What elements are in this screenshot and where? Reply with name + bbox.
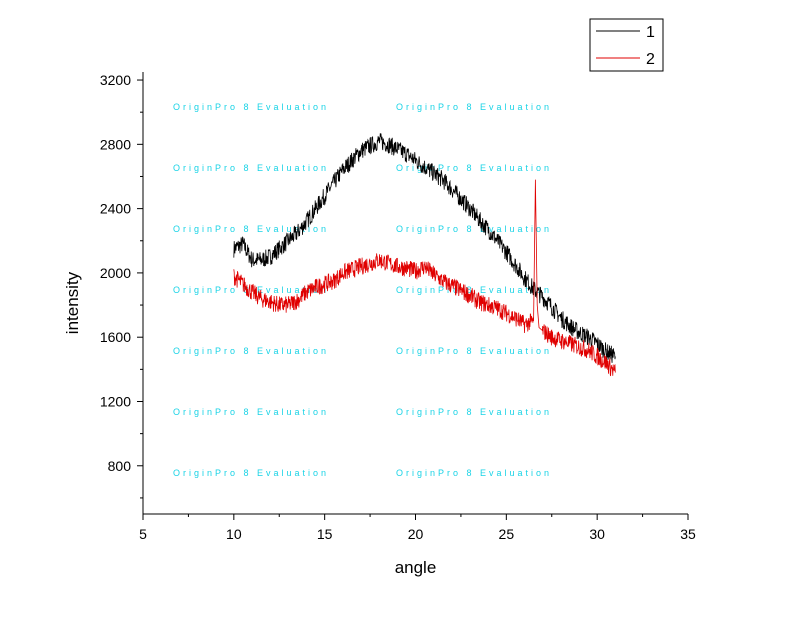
legend-label-series-2: 2 bbox=[646, 51, 655, 68]
y-tick-label: 1600 bbox=[100, 329, 131, 345]
x-tick-label: 5 bbox=[139, 526, 147, 542]
watermark-text: OriginPro 8 Evaluation bbox=[173, 468, 329, 478]
x-tick-label: 30 bbox=[589, 526, 605, 542]
y-axis-title: intensity bbox=[63, 271, 82, 334]
watermark-text: OriginPro 8 Evaluation bbox=[396, 407, 552, 417]
watermark-text: OriginPro 8 Evaluation bbox=[396, 102, 552, 112]
series-line-2 bbox=[233, 179, 616, 377]
legend-box bbox=[589, 18, 664, 72]
x-tick-label: 15 bbox=[317, 526, 333, 542]
watermark-text: OriginPro 8 Evaluation bbox=[396, 163, 552, 173]
watermark-text: OriginPro 8 Evaluation bbox=[173, 407, 329, 417]
watermark-text: OriginPro 8 Evaluation bbox=[173, 224, 329, 234]
x-tick-label: 25 bbox=[499, 526, 515, 542]
watermark-text: OriginPro 8 Evaluation bbox=[173, 102, 329, 112]
x-tick-label: 35 bbox=[680, 526, 696, 542]
watermark-text: OriginPro 8 Evaluation bbox=[173, 285, 329, 295]
watermark-text: OriginPro 8 Evaluation bbox=[396, 468, 552, 478]
watermark-text: OriginPro 8 Evaluation bbox=[173, 346, 329, 356]
series-line-1 bbox=[233, 133, 616, 363]
y-tick-label: 3200 bbox=[100, 72, 131, 88]
watermark-text: OriginPro 8 Evaluation bbox=[396, 224, 552, 234]
watermark-layer: OriginPro 8 Evaluation OriginPro 8 Evalua… bbox=[173, 102, 552, 478]
x-axis-title: angle bbox=[395, 558, 437, 577]
y-tick-label: 1200 bbox=[100, 393, 131, 409]
x-tick-label: 20 bbox=[408, 526, 424, 542]
legend-label-series-1: 1 bbox=[646, 24, 655, 41]
y-tick-label: 800 bbox=[108, 458, 132, 474]
watermark-text: OriginPro 8 Evaluation bbox=[173, 163, 329, 173]
x-tick-label: 10 bbox=[226, 526, 242, 542]
y-tick-label: 2000 bbox=[100, 265, 131, 281]
y-axis-ticks: 800 1200 1600 2000 2400 2800 3200 bbox=[100, 72, 143, 499]
watermark-text: OriginPro 8 Evaluation bbox=[396, 346, 552, 356]
x-axis-ticks: 5 10 15 20 25 30 35 bbox=[139, 514, 696, 542]
plot-lines bbox=[233, 133, 616, 377]
y-tick-label: 2400 bbox=[100, 201, 131, 217]
axes: 5 10 15 20 25 30 35 800 1200 1600 2000 2400 2800 320… bbox=[100, 72, 696, 542]
legend: 1 2 bbox=[589, 18, 664, 72]
y-tick-label: 2800 bbox=[100, 136, 131, 152]
